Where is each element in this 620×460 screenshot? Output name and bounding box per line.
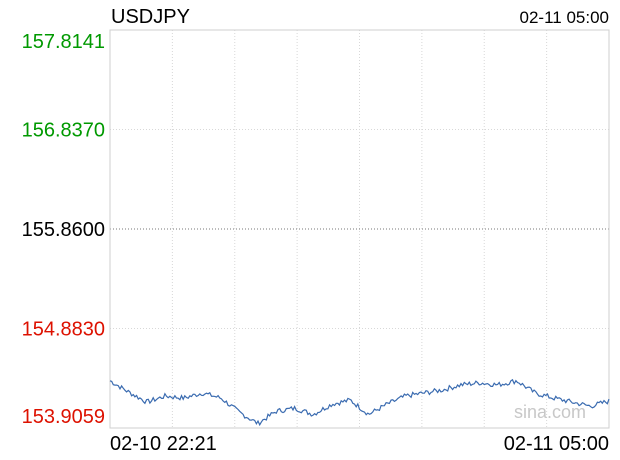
y-axis-labels: 157.8141 156.8370 155.8600 154.8830 153.9059 (22, 31, 105, 428)
y-tick-label: 156.8370 (22, 120, 105, 142)
x-axis-labels: 02-10 22:21 02-11 05:00 (110, 433, 609, 455)
plot-frame (109, 29, 610, 429)
price-line (109, 378, 610, 427)
x-tick-label-start: 02-10 22:21 (110, 433, 217, 455)
watermark: sina.com (514, 402, 586, 422)
y-tick-label: 155.8600 (22, 219, 105, 241)
x-tick-label-end: 02-11 05:00 (504, 433, 609, 455)
y-tick-label: 153.9059 (22, 406, 105, 428)
chart-title: USDJPY (111, 6, 190, 28)
y-tick-label: 154.8830 (22, 318, 105, 340)
end-timestamp: 02-11 05:00 (520, 8, 609, 27)
y-tick-label: 157.8141 (22, 31, 105, 53)
grid (110, 30, 609, 428)
